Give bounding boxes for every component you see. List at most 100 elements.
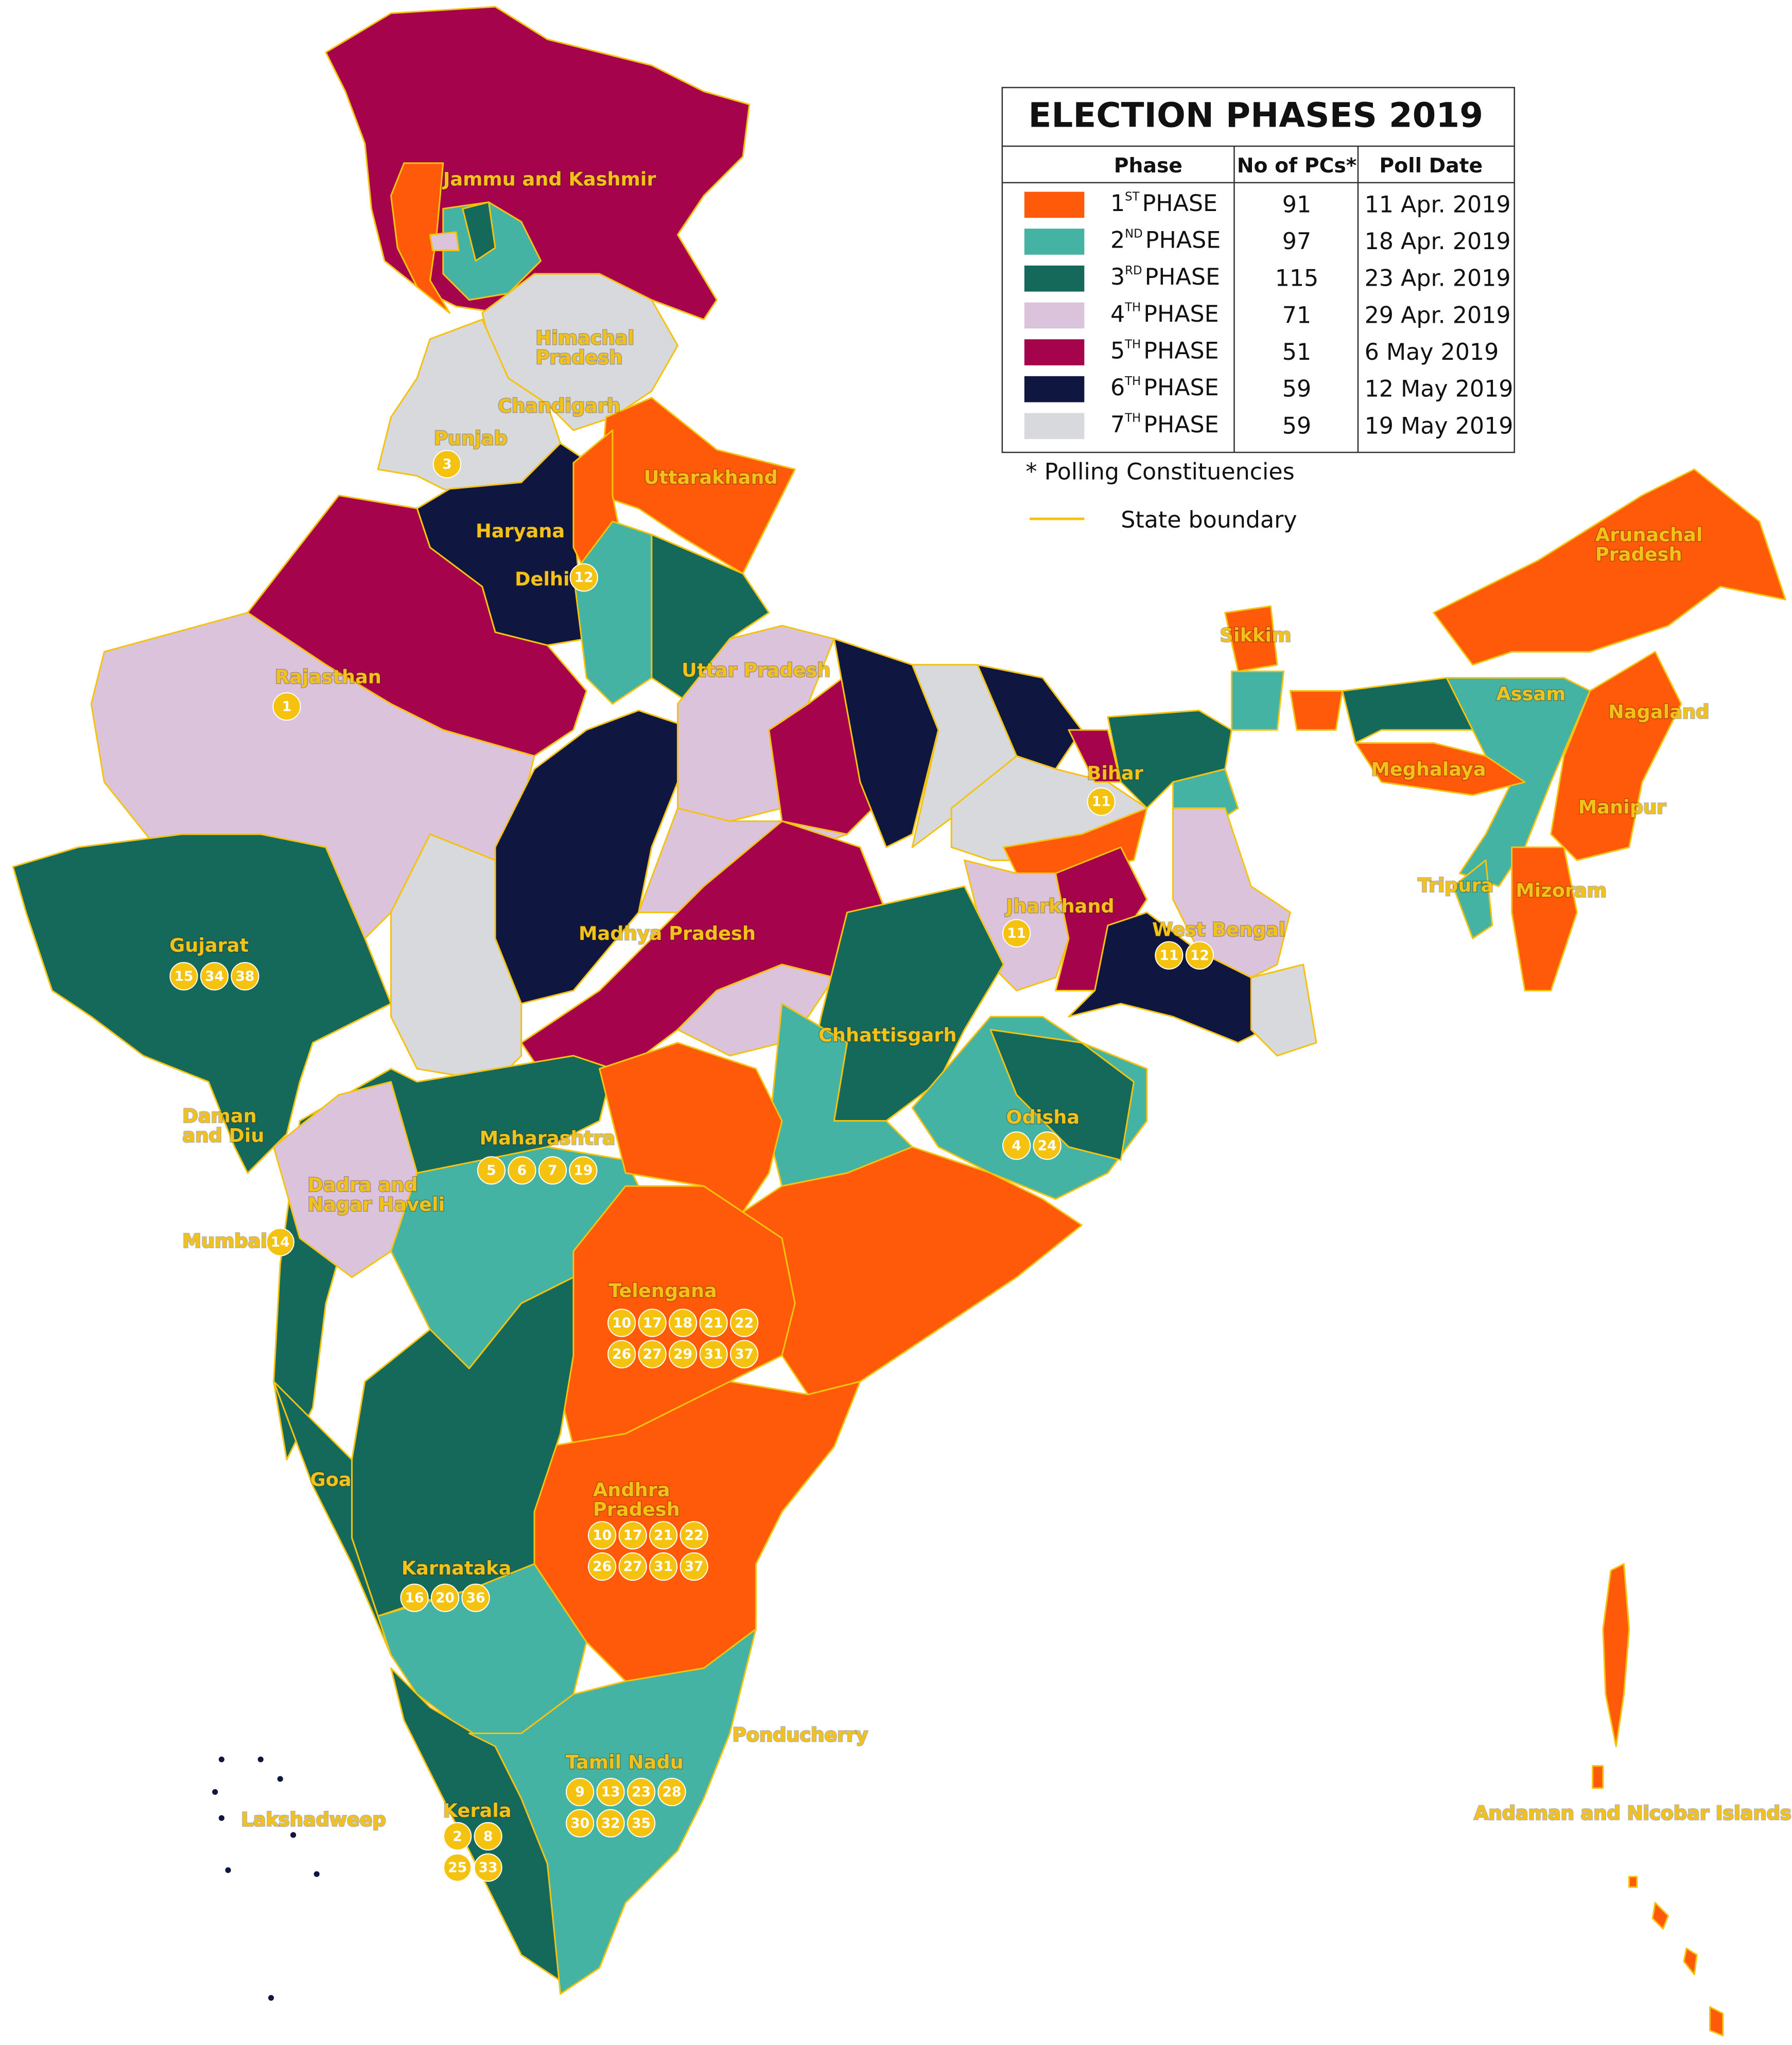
island — [257, 1756, 264, 1762]
phase-label: 6TH PHASE — [1110, 374, 1219, 401]
phase-number: 10 — [612, 1315, 631, 1331]
state-region — [1651, 1902, 1669, 1930]
pcs-count: 59 — [1282, 413, 1311, 439]
island — [218, 1815, 224, 1821]
phase-number: 31 — [704, 1347, 723, 1362]
state-name: Arunachal — [1595, 523, 1703, 546]
phase-badge — [596, 1777, 625, 1807]
poll-date: 18 Apr. 2019 — [1365, 229, 1511, 255]
state-name: Assam — [1496, 683, 1565, 705]
phase-number: 22 — [685, 1527, 704, 1543]
state-region — [462, 201, 496, 262]
state-region — [977, 664, 1083, 770]
state-name: Manipur — [1578, 796, 1666, 818]
state-region — [1172, 807, 1291, 978]
phase-badge — [699, 1340, 728, 1369]
phase-number: 32 — [601, 1815, 620, 1831]
phase-badge — [432, 450, 461, 479]
phase-badge — [638, 1308, 667, 1337]
pcs-count: 51 — [1282, 339, 1311, 365]
pcs-count: 59 — [1282, 376, 1311, 403]
phase-number: 34 — [205, 968, 224, 984]
phase-badge — [474, 1822, 502, 1851]
state-region — [1224, 605, 1278, 672]
state-name: Jammu and Kashmir — [442, 168, 656, 190]
phase-number: 30 — [570, 1815, 589, 1831]
phase-swatch — [1024, 339, 1085, 365]
state-region — [325, 6, 751, 321]
state-name: West Bengal — [1152, 919, 1285, 941]
phase-number: 28 — [663, 1784, 682, 1800]
phase-badge — [231, 962, 259, 991]
phase-number: 21 — [704, 1315, 723, 1331]
poll-date: 11 Apr. 2019 — [1365, 191, 1511, 218]
state-name: Punjab — [434, 427, 508, 449]
state-region — [599, 1042, 783, 1213]
phase-badge — [461, 1583, 490, 1612]
state-name: Haryana — [476, 520, 565, 542]
state-name: Rajasthan — [275, 666, 381, 688]
island — [218, 1756, 224, 1762]
legend-table: ELECTION PHASES 2019 Phase No of PCs* Po… — [1001, 86, 1516, 533]
state-name: Gujarat — [169, 934, 249, 956]
pcs-count: 91 — [1282, 191, 1311, 218]
phase-number: 1 — [282, 698, 292, 714]
island — [290, 1832, 297, 1838]
phase-number: 17 — [623, 1527, 642, 1543]
phase-badge — [565, 1777, 595, 1807]
state-region — [676, 964, 835, 1057]
state-region — [1550, 651, 1682, 861]
phase-badge — [508, 1156, 536, 1185]
phase-label: 4TH PHASE — [1110, 301, 1219, 327]
state-name: Himachal — [536, 327, 634, 349]
state-name: Tamil Nadu — [566, 1751, 684, 1773]
phase-label: 5TH PHASE — [1110, 338, 1219, 364]
phase-number: 13 — [601, 1784, 620, 1800]
phase-number: 11 — [1007, 925, 1026, 941]
phase-badge — [668, 1308, 698, 1337]
island — [225, 1867, 231, 1873]
state-name: Tripura — [1418, 874, 1493, 896]
state-region — [1230, 670, 1285, 731]
phase-label: 3RD PHASE — [1110, 264, 1220, 290]
state-region — [1289, 690, 1344, 731]
phase-number: 18 — [673, 1315, 692, 1331]
phase-badge — [649, 1521, 678, 1550]
state-region — [1354, 742, 1526, 796]
phase-badge — [1033, 1131, 1062, 1160]
phase-badge — [649, 1552, 678, 1581]
phase-number: 38 — [235, 968, 254, 984]
phase-number: 10 — [593, 1527, 612, 1543]
phase-number: 8 — [483, 1828, 493, 1844]
island — [277, 1776, 283, 1782]
poll-date: 29 Apr. 2019 — [1365, 302, 1511, 328]
state-region — [989, 1028, 1135, 1161]
phase-number: 6 — [517, 1163, 527, 1179]
state-regions — [12, 6, 1786, 2037]
state-name: Mumbai — [182, 1230, 267, 1252]
state-region — [12, 833, 392, 1174]
phase-badge — [1185, 941, 1214, 970]
phase-label: 7TH PHASE — [1110, 411, 1219, 438]
phase-swatch — [1024, 191, 1085, 218]
phase-badge — [588, 1552, 617, 1581]
phase-number: 27 — [643, 1347, 662, 1362]
pcs-count: 71 — [1282, 302, 1311, 328]
island — [212, 1789, 218, 1795]
state-name: Nagar Haveli — [307, 1194, 445, 1216]
state-region — [1592, 1765, 1604, 1789]
phase-swatch — [1024, 265, 1085, 292]
state-name: and Diu — [182, 1125, 264, 1147]
column-header: Poll Date — [1379, 154, 1483, 178]
state-name: Mizoram — [1516, 880, 1607, 902]
phase-swatch — [1024, 302, 1085, 329]
state-region — [1683, 1947, 1698, 1976]
state-name: Kerala — [443, 1799, 512, 1822]
phase-badge — [638, 1340, 667, 1369]
phase-number: 12 — [575, 570, 594, 586]
state-region — [390, 162, 450, 314]
phase-badge — [538, 1156, 567, 1185]
state-region — [429, 231, 460, 252]
phase-number: 11 — [1159, 948, 1178, 964]
